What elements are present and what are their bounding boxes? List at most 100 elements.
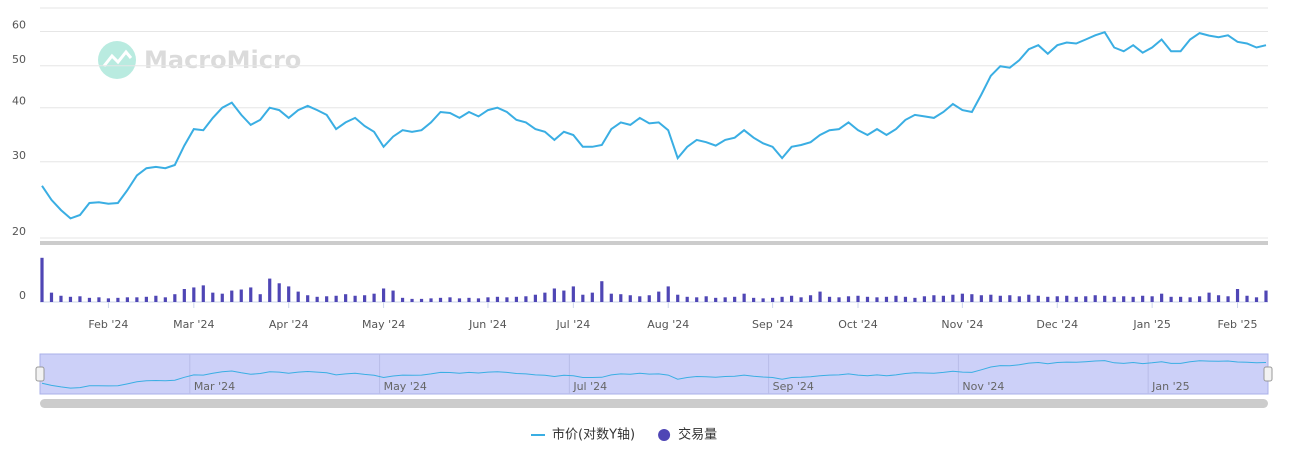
x-tick-label: May '24: [362, 318, 405, 331]
volume-bar: [875, 297, 879, 302]
volume-bar: [742, 293, 746, 302]
volume-bar: [799, 297, 803, 302]
volume-bar: [1160, 293, 1164, 302]
volume-bar: [761, 298, 765, 302]
watermark-logo: [98, 41, 136, 79]
volume-bar: [638, 296, 642, 302]
y-tick-label: 20: [12, 225, 26, 238]
volume-bar: [647, 295, 651, 302]
volume-bar: [808, 295, 813, 302]
volume-bar: [960, 293, 964, 302]
scrollbar[interactable]: [40, 399, 1268, 408]
volume-bar: [486, 297, 490, 302]
volume-bar: [116, 297, 120, 302]
volume-bar: [543, 292, 547, 302]
volume-bar: [144, 296, 148, 302]
y-tick-label: 40: [12, 95, 26, 108]
volume-bar: [467, 297, 471, 302]
x-tick-label: Aug '24: [647, 318, 689, 331]
volume-bar: [913, 297, 917, 302]
volume-bar: [315, 296, 319, 302]
volume-bar: [1188, 297, 1192, 302]
volume-bar: [600, 281, 604, 302]
x-tick-label: Feb '24: [88, 318, 128, 331]
volume-bar: [49, 292, 54, 302]
volume-bar: [220, 293, 224, 302]
volume-bar: [524, 296, 528, 302]
volume-bar: [400, 297, 405, 302]
volume-bar: [771, 297, 775, 302]
volume-bar: [1254, 297, 1259, 302]
volume-bar: [1226, 296, 1230, 302]
price-line: [41, 31, 1267, 220]
x-tick-label: Dec '24: [1036, 318, 1078, 331]
x-tick-label: Jul '24: [555, 318, 590, 331]
navigator-label: Sep '24: [773, 380, 814, 393]
volume-bar: [268, 278, 272, 302]
volume-bar: [894, 295, 898, 302]
volume-bar: [68, 296, 73, 302]
volume-bar: [733, 296, 737, 302]
volume-bar: [154, 295, 158, 302]
volume-bar: [457, 298, 462, 302]
volume-bar: [239, 289, 243, 302]
navigator-label: Jan '25: [1151, 380, 1189, 393]
volume-bar: [249, 287, 253, 302]
watermark-logo-mark: [102, 49, 133, 67]
x-tick-label: Jun '24: [468, 318, 507, 331]
volume-bar: [932, 295, 936, 302]
volume-bar: [106, 298, 111, 302]
volume-bar: [1131, 296, 1135, 302]
x-tick-label: Sep '24: [752, 318, 793, 331]
volume-bar: [1055, 296, 1059, 302]
volume-bar: [192, 287, 196, 302]
navigator-handle[interactable]: [1263, 366, 1273, 382]
volume-bar: [287, 286, 291, 302]
volume-bar: [1141, 295, 1145, 302]
legend-label[interactable]: 市价(对数Y轴): [552, 427, 635, 443]
volume-bar: [780, 296, 784, 302]
watermark: MacroMicro: [98, 41, 301, 79]
volume-bar: [505, 297, 509, 302]
volume-bar: [1197, 296, 1202, 302]
volume-bar: [277, 283, 281, 302]
volume-bar: [856, 295, 860, 302]
volume-bar: [1150, 296, 1154, 302]
navigator-label: Nov '24: [962, 380, 1004, 393]
volume-bar: [97, 297, 101, 302]
volume-bar: [211, 292, 215, 302]
y2-tick-label: 0: [19, 289, 26, 302]
volume-bar: [666, 286, 670, 302]
legend: 市价(对数Y轴) 交易量: [531, 427, 717, 443]
volume-bar: [1245, 295, 1249, 302]
volume-bar: [1169, 296, 1173, 302]
volume-bar: [1235, 289, 1240, 302]
x-tick-label: Feb '25: [1218, 318, 1258, 331]
volume-bar: [1008, 295, 1012, 302]
volume-bar: [1084, 296, 1088, 302]
volume-bar: [723, 297, 727, 302]
volume-bar: [562, 290, 566, 302]
volume-bar: [1065, 295, 1069, 302]
volume-bar: [941, 295, 945, 302]
volume-bar: [657, 291, 661, 302]
x-tick-label: Apr '24: [269, 318, 309, 331]
volume-bar: [135, 297, 139, 302]
volume-bar: [182, 289, 186, 302]
volume-bar: [1179, 296, 1183, 302]
volume-bar: [1093, 295, 1097, 302]
legend-label[interactable]: 交易量: [678, 427, 717, 443]
y-tick-label: 30: [12, 149, 26, 162]
volume-bar: [1074, 296, 1078, 302]
volume-bar: [571, 286, 575, 302]
volume-bar: [381, 288, 386, 302]
volume-bar: [59, 295, 63, 302]
volume-bar: [429, 298, 433, 302]
volume-bar: [1216, 295, 1221, 302]
legend-symbol[interactable]: [658, 429, 671, 441]
volume-bar: [419, 298, 424, 302]
navigator-line: [41, 360, 1267, 389]
volume-bar: [334, 295, 338, 302]
volume-bar: [695, 297, 699, 302]
navigator-handle[interactable]: [35, 366, 45, 382]
